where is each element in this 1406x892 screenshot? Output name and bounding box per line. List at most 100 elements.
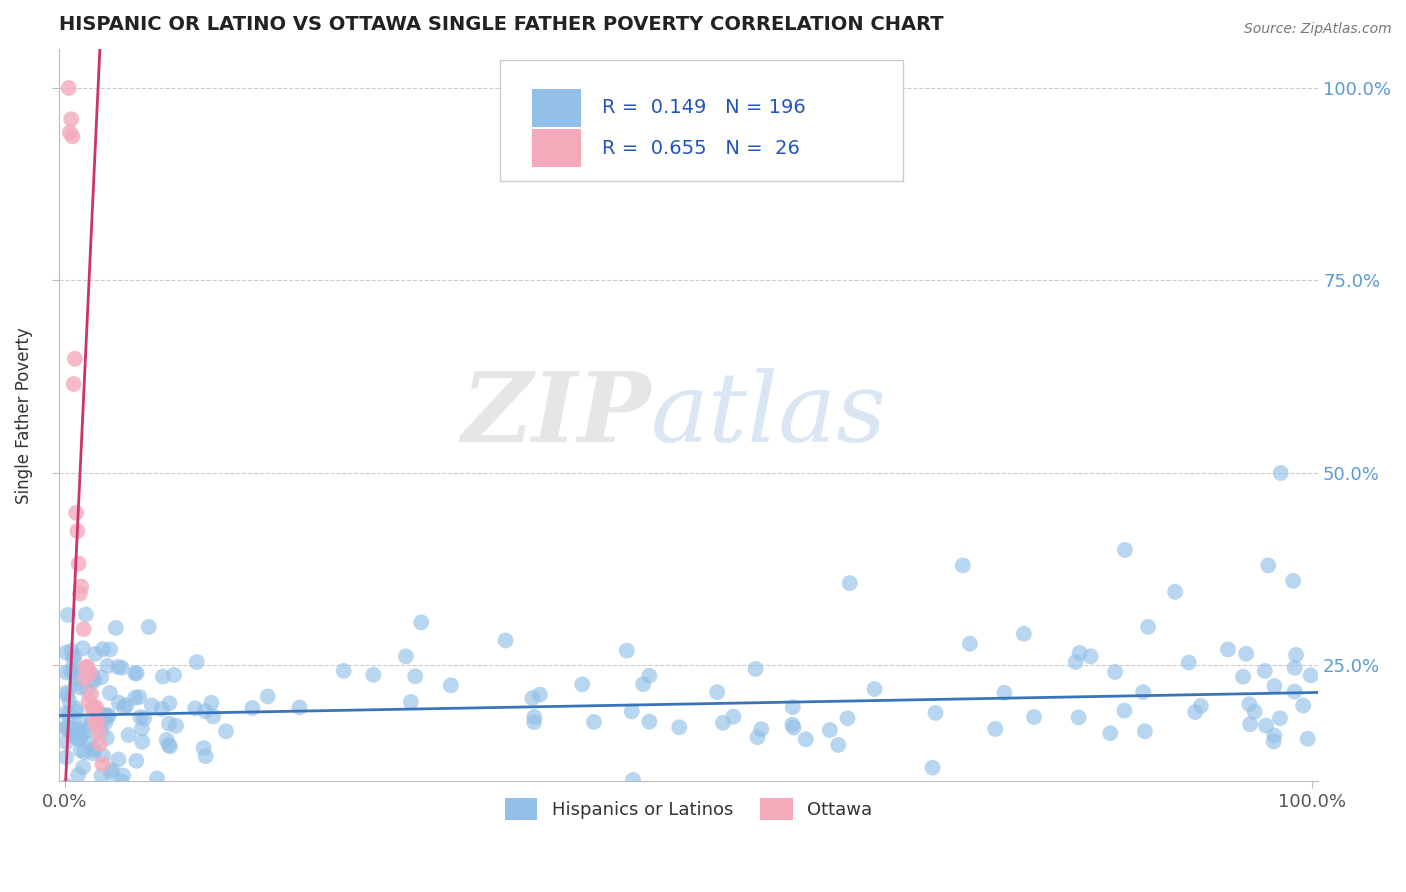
Hispanics or Latinos [121, 789, 143, 804]
Hispanics or Latinos [921, 761, 943, 775]
Hispanics or Latinos [157, 716, 180, 731]
Hispanics or Latinos [1012, 627, 1035, 641]
Hispanics or Latinos [1243, 705, 1265, 719]
Hispanics or Latinos [55, 665, 77, 680]
Hispanics or Latinos [620, 704, 643, 718]
Hispanics or Latinos [395, 649, 418, 664]
Hispanics or Latinos [152, 669, 174, 683]
Hispanics or Latinos [91, 749, 114, 764]
Hispanics or Latinos [193, 741, 215, 756]
Hispanics or Latinos [98, 642, 121, 657]
Hispanics or Latinos [62, 652, 84, 666]
Hispanics or Latinos [87, 707, 110, 722]
Hispanics or Latinos [1132, 685, 1154, 699]
Hispanics or Latinos [1234, 647, 1257, 661]
Hispanics or Latinos [77, 723, 100, 737]
Hispanics or Latinos [959, 637, 981, 651]
Ottawa [66, 524, 89, 538]
Hispanics or Latinos [72, 726, 94, 740]
Text: Source: ZipAtlas.com: Source: ZipAtlas.com [1244, 22, 1392, 37]
Hispanics or Latinos [194, 704, 217, 718]
Hispanics or Latinos [107, 696, 129, 710]
Ottawa [83, 716, 105, 731]
Hispanics or Latinos [100, 765, 122, 780]
Hispanics or Latinos [138, 620, 160, 634]
Hispanics or Latinos [112, 700, 135, 714]
Hispanics or Latinos [1216, 642, 1239, 657]
Ottawa [59, 126, 82, 140]
Hispanics or Latinos [105, 780, 128, 795]
Hispanics or Latinos [165, 719, 187, 733]
Ottawa [63, 351, 86, 366]
Hispanics or Latinos [157, 697, 180, 711]
FancyBboxPatch shape [533, 129, 581, 167]
Legend: Hispanics or Latinos, Ottawa: Hispanics or Latinos, Ottawa [498, 790, 879, 827]
Hispanics or Latinos [84, 647, 107, 661]
Hispanics or Latinos [1239, 717, 1261, 731]
Hispanics or Latinos [97, 708, 120, 723]
Hispanics or Latinos [94, 715, 117, 730]
Hispanics or Latinos [638, 714, 661, 729]
Hispanics or Latinos [76, 683, 98, 698]
Ottawa [70, 580, 93, 594]
Hispanics or Latinos [1239, 697, 1261, 711]
FancyBboxPatch shape [499, 61, 903, 181]
Hispanics or Latinos [65, 701, 87, 715]
Hispanics or Latinos [80, 666, 103, 681]
Hispanics or Latinos [56, 688, 79, 702]
Hispanics or Latinos [90, 724, 112, 739]
Text: R =  0.149   N = 196: R = 0.149 N = 196 [602, 98, 806, 118]
Ottawa [80, 687, 103, 701]
Hispanics or Latinos [616, 643, 638, 657]
Hispanics or Latinos [1254, 718, 1277, 732]
Hispanics or Latinos [575, 789, 598, 804]
Hispanics or Latinos [80, 716, 103, 731]
Hispanics or Latinos [215, 724, 238, 739]
Ottawa [77, 694, 100, 708]
Ottawa [91, 757, 114, 772]
Hispanics or Latinos [571, 677, 593, 691]
Hispanics or Latinos [65, 705, 87, 719]
Ottawa [72, 622, 94, 636]
Hispanics or Latinos [115, 698, 138, 713]
Hispanics or Latinos [65, 673, 87, 687]
Hispanics or Latinos [166, 789, 188, 804]
Hispanics or Latinos [58, 694, 80, 708]
Hispanics or Latinos [124, 666, 146, 681]
Hispanics or Latinos [186, 655, 208, 669]
Hispanics or Latinos [82, 674, 104, 689]
Hispanics or Latinos [73, 745, 96, 759]
Ottawa [73, 672, 96, 686]
Hispanics or Latinos [256, 690, 278, 704]
Hispanics or Latinos [55, 735, 77, 749]
Y-axis label: Single Father Poverty: Single Father Poverty [15, 326, 32, 504]
Hispanics or Latinos [97, 710, 120, 724]
Hispanics or Latinos [907, 786, 929, 800]
Hispanics or Latinos [96, 659, 118, 673]
Hispanics or Latinos [1064, 655, 1087, 669]
Ottawa [84, 700, 107, 714]
Hispanics or Latinos [1282, 574, 1305, 588]
Hispanics or Latinos [66, 731, 89, 746]
Hispanics or Latinos [66, 721, 89, 735]
Hispanics or Latinos [83, 742, 105, 756]
Text: R =  0.655   N =  26: R = 0.655 N = 26 [602, 138, 800, 158]
Hispanics or Latinos [60, 722, 83, 736]
Hispanics or Latinos [1164, 585, 1187, 599]
Hispanics or Latinos [101, 763, 124, 777]
Hispanics or Latinos [69, 727, 91, 741]
Ottawa [75, 660, 97, 674]
Hispanics or Latinos [993, 686, 1015, 700]
Hispanics or Latinos [150, 702, 173, 716]
Hispanics or Latinos [162, 789, 184, 804]
Hispanics or Latinos [1268, 711, 1291, 725]
Text: HISPANIC OR LATINO VS OTTAWA SINGLE FATHER POVERTY CORRELATION CHART: HISPANIC OR LATINO VS OTTAWA SINGLE FATH… [59, 15, 943, 34]
Hispanics or Latinos [1263, 734, 1285, 748]
Ottawa [65, 506, 87, 520]
Hispanics or Latinos [91, 708, 114, 723]
Hispanics or Latinos [782, 717, 804, 731]
Text: ZIP: ZIP [461, 368, 651, 462]
Ottawa [83, 699, 105, 714]
Hispanics or Latinos [110, 660, 132, 674]
Hispanics or Latinos [157, 738, 180, 752]
